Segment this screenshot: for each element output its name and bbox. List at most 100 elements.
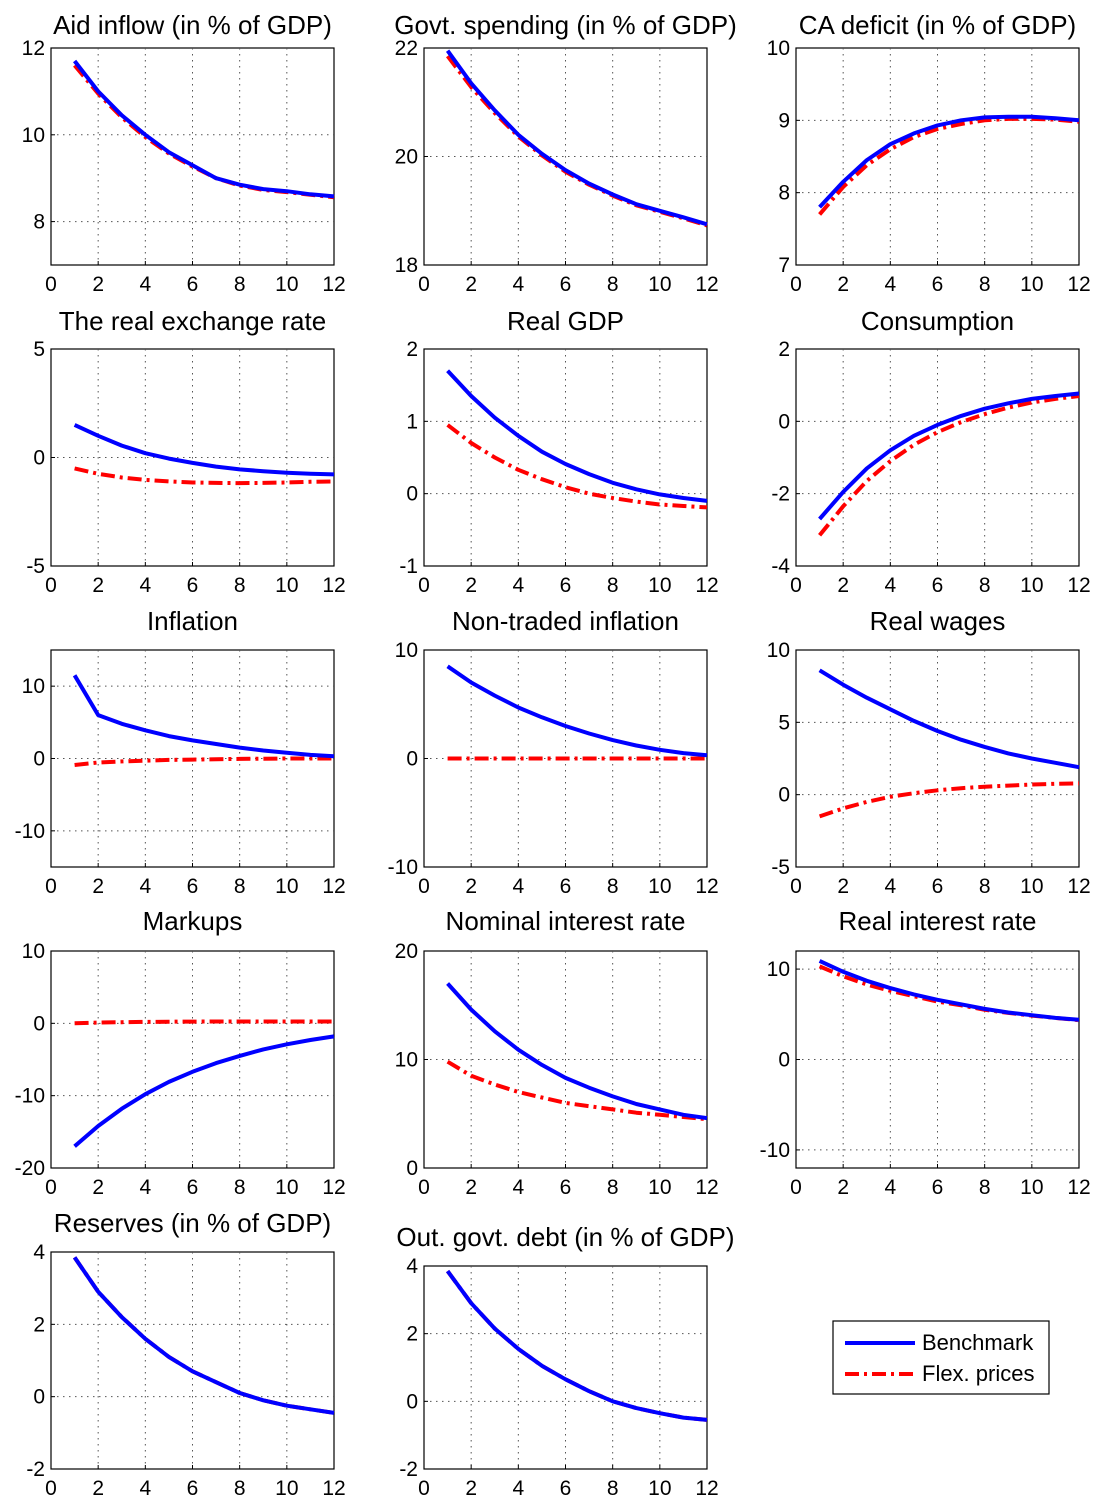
series-line-flex-prices	[818, 781, 1080, 819]
x-tick-label: 4	[512, 1176, 524, 1199]
y-tick-label: 2	[33, 1313, 45, 1336]
series-line-flex-prices	[74, 466, 335, 486]
y-tick-label: 2	[406, 338, 418, 361]
x-tick-label: 10	[648, 273, 671, 296]
panel-title: Inflation	[147, 606, 238, 636]
y-tick-label: 10	[22, 940, 45, 963]
x-tick-label: 12	[1067, 273, 1090, 296]
series-line-benchmark	[73, 423, 335, 477]
x-tick-label: 6	[560, 574, 572, 597]
x-tick-label: 2	[837, 574, 849, 597]
y-tick-label: 0	[406, 1157, 418, 1180]
x-tick-label: 6	[560, 1176, 572, 1199]
x-tick-label: 12	[322, 1477, 345, 1499]
series-line-flex-prices	[446, 423, 708, 510]
x-tick-label: 12	[322, 273, 345, 296]
x-tick-label: 8	[234, 273, 246, 296]
panel-title: Non-traded inflation	[452, 606, 679, 636]
x-tick-label: 10	[1020, 1176, 1043, 1199]
x-tick-label: 6	[560, 1477, 572, 1499]
y-tick-label: 0	[406, 748, 418, 771]
panel-title: Consumption	[861, 306, 1014, 336]
x-tick-label: 4	[139, 1176, 151, 1199]
x-tick-label: 6	[932, 574, 944, 597]
y-tick-label: -1	[399, 555, 418, 578]
x-tick-label: 6	[932, 273, 944, 296]
y-tick-label: -2	[399, 1458, 418, 1481]
x-tick-label: 10	[275, 875, 298, 898]
x-tick-label: 10	[275, 1477, 298, 1499]
x-tick-label: 4	[884, 574, 896, 597]
x-tick-label: 4	[884, 1176, 896, 1199]
x-tick-label: 8	[234, 574, 246, 597]
panel-title: Real GDP	[507, 306, 624, 336]
legend-label-flex-prices: Flex. prices	[922, 1361, 1034, 1386]
x-tick-label: 2	[92, 1176, 104, 1199]
series-line-benchmark	[446, 982, 708, 1121]
x-tick-label: 0	[45, 875, 57, 898]
x-tick-label: 0	[790, 1176, 802, 1199]
x-tick-label: 0	[790, 875, 802, 898]
series-line-benchmark	[818, 391, 1080, 521]
x-tick-label: 10	[275, 574, 298, 597]
x-tick-label: 0	[45, 273, 57, 296]
x-tick-label: 10	[1020, 875, 1043, 898]
panel-title: Markups	[143, 906, 243, 936]
series-line-benchmark	[445, 1269, 708, 1422]
y-tick-label: -10	[760, 1139, 790, 1162]
y-tick-label: 10	[767, 639, 790, 662]
panel-govt-spending-in-of-gdp: Govt. spending (in % of GDP) 0 2 4 6 8 10 12 18 2…	[394, 10, 736, 296]
series-line-benchmark	[818, 668, 1080, 770]
y-tick-label: 4	[406, 1255, 418, 1278]
series-line-flex-prices	[818, 394, 1080, 537]
y-tick-label: 10	[395, 1049, 418, 1072]
legend: Benchmark Flex. prices	[832, 1320, 1050, 1395]
y-tick-label: 22	[395, 37, 418, 60]
panel-title: CA deficit (in % of GDP)	[799, 10, 1076, 40]
series-line-benchmark	[73, 1034, 335, 1148]
panel-aid-inflow-in-of-gdp: Aid inflow (in % of GDP) 0 2 4 6 8 10 12 8 10 12	[22, 10, 346, 296]
x-tick-label: 10	[648, 1176, 671, 1199]
x-tick-label: 6	[187, 574, 199, 597]
x-tick-label: 4	[884, 273, 896, 296]
series-line-benchmark	[818, 959, 1080, 1022]
panel-nominal-interest-rate: Nominal interest rate 0 2 4 6 8 10 12 0 10 20	[395, 906, 719, 1199]
y-tick-label: 0	[406, 1390, 418, 1413]
panel-markups: Markups 0 2 4 6 8 10 12 -20 -10 0 10	[15, 906, 346, 1199]
x-tick-label: 0	[418, 1477, 430, 1499]
x-tick-label: 6	[187, 875, 199, 898]
y-tick-label: -10	[388, 856, 418, 879]
y-tick-label: 20	[395, 146, 418, 169]
x-tick-label: 10	[275, 1176, 298, 1199]
x-tick-label: 10	[1020, 574, 1043, 597]
x-tick-label: 0	[45, 1477, 57, 1499]
x-tick-label: 10	[648, 574, 671, 597]
x-tick-label: 4	[512, 1477, 524, 1499]
x-tick-label: 4	[512, 273, 524, 296]
y-tick-label: 7	[778, 254, 790, 277]
x-tick-label: 8	[979, 273, 991, 296]
y-tick-label: -20	[15, 1157, 45, 1180]
x-tick-label: 6	[560, 875, 572, 898]
series-line-benchmark	[446, 369, 708, 503]
x-tick-label: 12	[322, 1176, 345, 1199]
x-tick-label: 8	[607, 273, 619, 296]
x-tick-label: 10	[648, 875, 671, 898]
y-tick-label: 1	[406, 410, 418, 433]
x-tick-label: 2	[465, 273, 477, 296]
y-tick-label: -5	[26, 555, 45, 578]
panel-ca-deficit-in-of-gdp: CA deficit (in % of GDP) 0 2 4 6 8 10 12 7 8 9 10	[767, 10, 1091, 296]
y-tick-label: 5	[778, 711, 790, 734]
x-tick-label: 0	[418, 875, 430, 898]
series-line-benchmark	[446, 664, 708, 758]
x-tick-label: 0	[790, 574, 802, 597]
panel-title: Out. govt. debt (in % of GDP)	[396, 1222, 734, 1252]
x-tick-label: 6	[187, 1477, 199, 1499]
x-tick-label: 6	[187, 1176, 199, 1199]
x-tick-label: 12	[695, 273, 718, 296]
series-line-benchmark	[818, 114, 1080, 209]
